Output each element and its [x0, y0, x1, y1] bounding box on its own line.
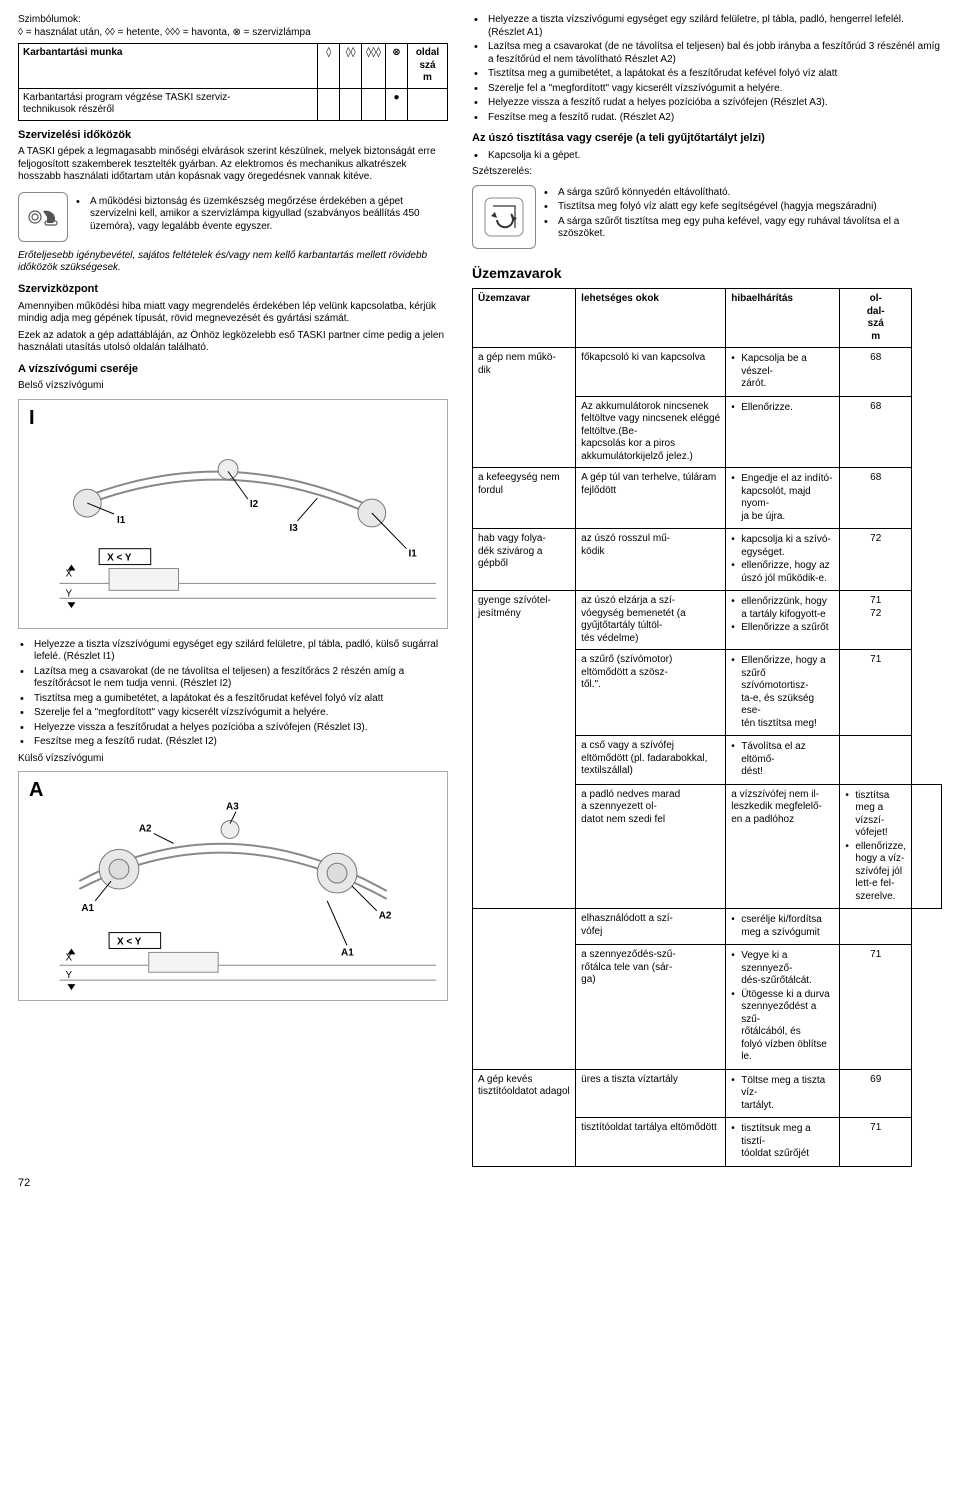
heading-float-clean: Az úszó tisztítása vagy cseréje (a teli … — [472, 132, 942, 146]
diagram-A-label-A2a: A2 — [139, 824, 152, 835]
subheading-outer: Külső vízszívógumi — [18, 753, 448, 766]
filter-bullets: A sárga szűrő könnyedén eltávolítható.Ti… — [542, 187, 942, 241]
warning-block: A működési biztonság és üzemkészség megő… — [18, 190, 448, 244]
maintenance-table: Karbantartási munka ◊ ◊◊ ◊◊◊ ⊗ oldal szá… — [18, 43, 448, 121]
table-row: gyenge szívótel- jesítményaz úszó elzárj… — [473, 591, 942, 650]
service-lamp-icon — [18, 192, 68, 242]
maint-header-page: oldal szá m — [408, 44, 448, 89]
list-item: Helyezze a tiszta vízszívógumi egységet … — [32, 639, 448, 664]
symbols-legend: Szimbólumok: ◊ = használat után, ◊◊ = he… — [18, 14, 448, 39]
bullet-turnoff: Kapcsolja ki a gépet. — [486, 150, 942, 163]
table-row: a gép nem műkö- dikfőkapcsoló ki van kap… — [473, 348, 942, 397]
diagram-A-label-Y: Y — [65, 970, 72, 981]
maint-header-sym3: ◊◊◊ — [362, 44, 386, 89]
maint-row: Karbantartási program végzése TASKI szer… — [19, 88, 448, 120]
diagram-A-label-A1a: A1 — [81, 903, 94, 914]
list-item: Tisztítsa meg a gumibetétet, a lapátokat… — [486, 68, 942, 81]
diagram-I-label-I1b: I1 — [408, 548, 417, 559]
page-number: 72 — [18, 1177, 942, 1191]
text-intervals: A TASKI gépek a legmagasabb minőségi elv… — [18, 146, 448, 184]
list-item: Lazítsa meg a csavarokat (de ne távolíts… — [486, 41, 942, 66]
trouble-h3: hibaelhárítás — [726, 289, 840, 348]
table-row: hab vagy folya- dék szivárog a gépbőlaz … — [473, 529, 942, 591]
list-item: Helyezze a tiszta vízszívógumi egységet … — [486, 14, 942, 39]
list-item: Szerelje fel a "megfordított" vagy kicse… — [32, 707, 448, 720]
list-item: Szerelje fel a "megfordított" vagy kicse… — [486, 83, 942, 96]
maint-header-sym2: ◊◊ — [340, 44, 362, 89]
maint-header-sym4: ⊗ — [386, 44, 408, 89]
list-item: A sárga szűrőt tisztítsa meg egy puha ke… — [556, 216, 942, 241]
filter-icon — [472, 185, 536, 249]
trouble-h2: lehetséges okok — [576, 289, 726, 348]
trouble-h4: ol- dal- szá m — [840, 289, 912, 348]
trouble-table: Üzemzavar lehetséges okok hibaelhárítás … — [472, 288, 942, 1167]
maint-header-task: Karbantartási munka — [19, 44, 318, 89]
heading-troubles: Üzemzavarok — [472, 265, 942, 283]
list-item: A sárga szűrő könnyedén eltávolítható. — [556, 187, 942, 200]
warn-bullet: A működési biztonság és üzemkészség megő… — [88, 196, 442, 234]
list-item: Tisztítsa meg folyó víz alatt egy kefe s… — [556, 201, 942, 214]
maint-row-page — [408, 88, 448, 120]
diagram-A-label-XY: X < Y — [117, 937, 142, 948]
diagram-A-label-A1b: A1 — [341, 948, 354, 959]
table-row: a kefeegység nem fordulA gép túl van ter… — [473, 468, 942, 529]
inner-bullets: Helyezze a tiszta vízszívógumi egységet … — [18, 639, 448, 749]
list-item: Helyezze vissza a feszítőrudat a helyes … — [32, 722, 448, 735]
maint-header-sym1: ◊ — [318, 44, 340, 89]
heading-service-intervals: Szervizelési időközök — [18, 129, 448, 143]
diagram-I-label-I3: I3 — [290, 523, 299, 534]
list-item: Helyezze vissza a feszítő rudat a helyes… — [486, 97, 942, 110]
list-item: Feszítse meg a feszítő rudat. (Részlet I… — [32, 736, 448, 749]
list-item: Feszítse meg a feszítő rudat. (Részlet A… — [486, 112, 942, 125]
table-row: A gép kevés tisztítóoldatot adagolüres a… — [473, 1069, 942, 1118]
heading-squeegee-replace: A vízszívógumi cseréje — [18, 363, 448, 377]
subheading-disassembly: Szétszerelés: — [472, 166, 942, 179]
diagram-A: A A2 A3 A1 A2 A1 — [18, 771, 448, 1001]
diagram-I: I I1 I2 I3 I1 — [18, 399, 448, 629]
outer-bullets-top: Helyezze a tiszta vízszívógumi egységet … — [472, 14, 942, 124]
diagram-A-label-A2b: A2 — [379, 911, 392, 922]
diagram-I-label-I1a: I1 — [117, 515, 126, 526]
text-center-2: Ezek az adatok a gép adattábláján, az Ön… — [18, 330, 448, 355]
trouble-h1: Üzemzavar — [473, 289, 576, 348]
table-row: elhasználódott a szí- vófejcserélje ki/f… — [473, 909, 942, 945]
diagram-I-label-I2: I2 — [250, 499, 259, 510]
diagram-I-label-Y: Y — [65, 588, 72, 599]
diagram-I-label-XY: X < Y — [107, 552, 132, 563]
diagram-A-label-A3: A3 — [226, 802, 239, 813]
diagram-I-biglabel: I — [29, 406, 35, 431]
subheading-inner: Belső vízszívógumi — [18, 380, 448, 393]
diagram-A-biglabel: A — [29, 778, 43, 803]
list-item: Tisztítsa meg a gumibetétet, a lapátokat… — [32, 693, 448, 706]
text-center-1: Amennyiben működési hiba miatt vagy megr… — [18, 301, 448, 326]
heading-service-center: Szervizközpont — [18, 283, 448, 297]
maint-row-task: Karbantartási program végzése TASKI szer… — [19, 88, 318, 120]
warn-italic: Erőteljesebb igénybevétel, sajátos felté… — [18, 250, 448, 275]
list-item: Lazítsa meg a csavarokat (de ne távolíts… — [32, 666, 448, 691]
